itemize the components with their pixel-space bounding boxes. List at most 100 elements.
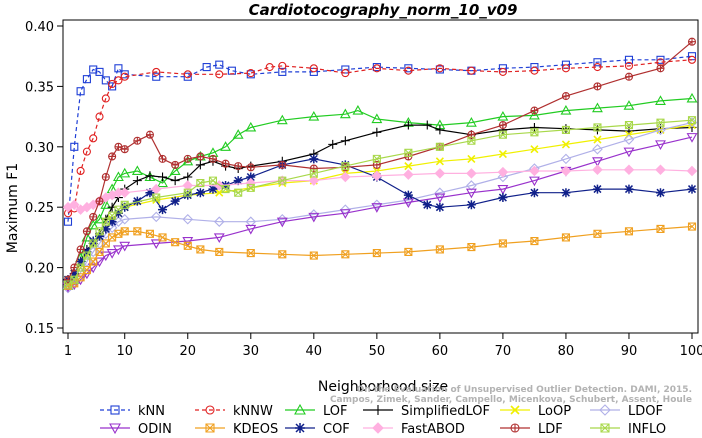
x-tick-label: 1 — [64, 344, 72, 359]
data-point — [528, 109, 540, 120]
data-point — [82, 227, 91, 236]
data-point — [276, 114, 288, 125]
data-point — [435, 64, 444, 73]
data-point — [510, 405, 520, 415]
data-point — [89, 239, 98, 248]
data-point — [234, 162, 243, 171]
data-point — [340, 204, 351, 215]
legend-label: LDOF — [628, 404, 663, 419]
data-point — [341, 65, 350, 74]
data-point — [170, 196, 180, 206]
data-point — [213, 216, 225, 227]
data-point — [170, 176, 180, 186]
data-point — [294, 403, 306, 415]
series-layer — [62, 37, 698, 294]
data-point — [196, 152, 205, 161]
data-point — [119, 167, 131, 178]
data-point — [89, 134, 98, 143]
data-point — [656, 64, 665, 73]
data-point — [466, 180, 477, 191]
legend-label: SimplifiedLOF — [401, 404, 490, 419]
data-point — [341, 69, 350, 78]
data-point — [623, 147, 635, 158]
data-point — [404, 64, 413, 73]
data-point — [498, 239, 507, 248]
chart-title: Cardiotocography_norm_10_v09 — [249, 1, 518, 19]
data-point — [183, 172, 193, 182]
data-point — [145, 229, 154, 238]
x-tick-label: 90 — [621, 344, 638, 359]
data-point — [403, 190, 413, 200]
x-tick-label: 70 — [495, 344, 512, 359]
data-point — [76, 263, 85, 272]
legend-item: FastABOD — [363, 422, 465, 437]
data-point — [372, 64, 381, 73]
axis-ticks: 1 10 20 30 40 50 60 70 80 90 100 0.15 0.20 0.25 0.30 0.… — [25, 20, 702, 359]
data-point — [530, 128, 539, 137]
data-point — [245, 224, 257, 235]
data-point — [530, 66, 539, 75]
data-point — [687, 37, 697, 46]
data-point — [89, 65, 98, 74]
legend-item: ODIN — [100, 422, 172, 437]
data-point — [687, 55, 697, 64]
data-point — [152, 193, 161, 202]
data-point — [561, 233, 570, 242]
data-point — [404, 66, 413, 75]
data-point — [308, 110, 320, 121]
series-line — [67, 59, 693, 214]
data-point — [132, 196, 142, 206]
series-line — [67, 97, 693, 287]
data-point — [623, 164, 635, 176]
data-point — [435, 245, 444, 254]
data-point — [467, 136, 476, 145]
legend-item: LDOF — [590, 404, 663, 419]
data-point — [404, 247, 413, 256]
data-point — [309, 251, 318, 260]
data-point — [308, 175, 320, 186]
data-point — [352, 104, 364, 115]
data-point — [119, 187, 131, 198]
data-point — [152, 67, 161, 76]
legend-item: kNN — [100, 404, 165, 419]
y-tick-label: 0.35 — [25, 80, 54, 95]
data-point — [89, 212, 98, 221]
data-point — [215, 70, 224, 79]
data-point — [466, 200, 476, 210]
series-knnw — [63, 55, 697, 218]
data-point — [278, 61, 287, 70]
legend-item: LDF — [500, 422, 563, 437]
data-point — [528, 176, 540, 187]
data-point — [498, 121, 507, 130]
data-point — [687, 184, 697, 194]
data-point — [593, 82, 602, 91]
data-point — [87, 219, 99, 230]
data-point — [497, 110, 509, 121]
legend-item: LOF — [285, 403, 348, 419]
data-point — [467, 66, 476, 75]
legend-label: LDF — [538, 422, 563, 434]
data-point — [278, 67, 287, 76]
data-point — [498, 130, 507, 139]
data-point — [599, 404, 611, 416]
data-point — [114, 64, 123, 73]
data-point — [145, 130, 154, 139]
data-point — [686, 165, 698, 177]
data-point — [101, 172, 110, 182]
data-point — [497, 171, 509, 183]
data-point — [687, 222, 697, 231]
data-point — [403, 169, 414, 180]
legend-label: KDEOS — [233, 422, 278, 434]
data-point — [435, 202, 445, 212]
data-point — [76, 87, 85, 96]
data-point — [403, 120, 413, 130]
legend-label: kNN — [138, 404, 165, 419]
data-point — [233, 176, 243, 186]
data-point — [404, 162, 413, 171]
plot-border — [62, 19, 699, 334]
data-point — [592, 143, 603, 155]
watermark-line: Campos, Zimek, Sander, Campello, Micenko… — [330, 395, 692, 405]
data-point — [655, 164, 666, 176]
